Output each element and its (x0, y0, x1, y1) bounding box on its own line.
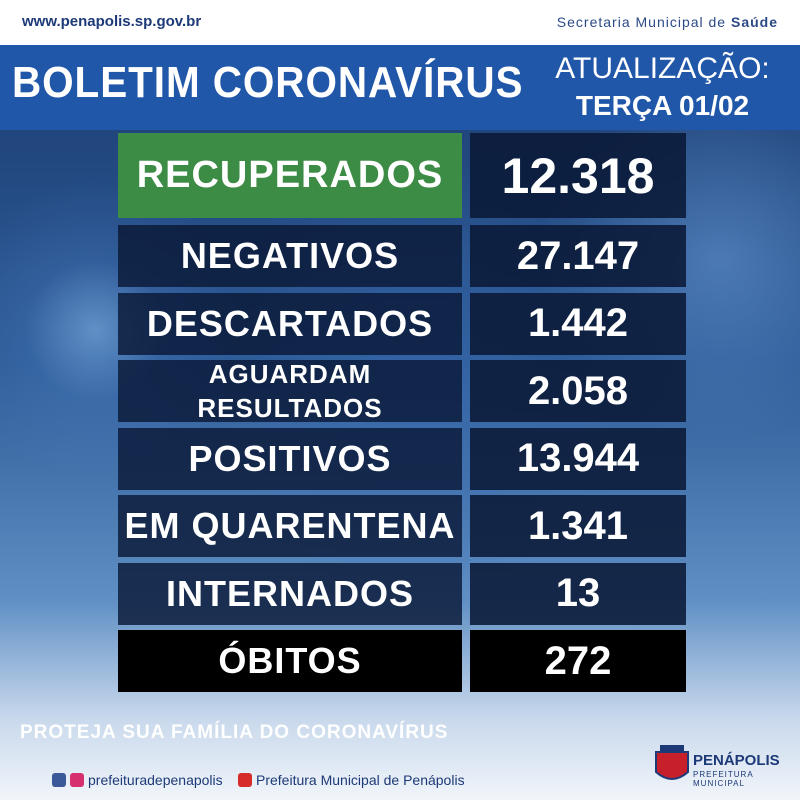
row-label: NEGATIVOS (118, 225, 462, 287)
row-value-text: 272 (544, 638, 612, 683)
row-label: POSITIVOS (118, 427, 462, 490)
youtube-channel: Prefeitura Municipal de Penápolis (256, 772, 465, 788)
row-label-text: AGUARDAM RESULTADOS (197, 359, 383, 423)
row-label: ÓBITOS (118, 630, 462, 692)
logo-name: PENÁPOLIS (693, 752, 780, 769)
row-label-text: NEGATIVOS (180, 235, 400, 276)
row-value: 13.944 (470, 427, 686, 490)
row-label-text: INTERNADOS (165, 572, 414, 614)
crest (655, 751, 689, 780)
row-value: 1.442 (470, 292, 686, 355)
department-text: Secretaria Municipal de (556, 14, 727, 30)
row-label: AGUARDAM RESULTADOS (118, 359, 462, 423)
department-bold: Saúde (730, 14, 778, 30)
row-label: INTERNADOS (118, 562, 462, 625)
website-url: www.penapolis.sp.gov.br (22, 13, 202, 30)
logo-sub: PREFEITURA MUNICIPAL (693, 770, 754, 788)
row-value: 2.058 (470, 360, 686, 422)
top-bar (0, 0, 800, 45)
row-label: EM QUARENTENA (118, 495, 462, 557)
slogan: PROTEJA SUA FAMÍLIA DO CORONAVÍRUS (20, 722, 449, 743)
youtube-icon (238, 773, 252, 787)
facebook-icon (52, 773, 66, 787)
update-label: ATUALIZAÇÃO: (555, 52, 770, 85)
row-value-text: 1.341 (527, 503, 629, 548)
department: Secretaria Municipal de Saúde (557, 14, 778, 30)
row-value: 13 (470, 562, 686, 625)
crown (660, 745, 684, 752)
row-label-text: DESCARTADOS (146, 302, 434, 344)
row-value: 12.318 (470, 133, 686, 218)
row-label: RECUPERADOS (118, 133, 462, 218)
logo (655, 745, 689, 780)
row-value-text: 2.058 (527, 368, 629, 413)
row-label-text: EM QUARENTENA (124, 505, 456, 546)
update-date: TERÇA 01/02 (575, 90, 750, 121)
social: prefeituradepenapolis (52, 772, 223, 788)
row-value-text: 13.944 (516, 436, 640, 480)
row-label-text: RECUPERADOS (136, 154, 444, 196)
row-value-text: 27.147 (516, 233, 640, 278)
row-label-text: ÓBITOS (218, 640, 362, 681)
title: BOLETIM CORONAVÍRUS (12, 58, 524, 107)
row-value-text: 12.318 (501, 147, 655, 204)
social-handle: prefeituradepenapolis (88, 772, 223, 788)
row-label-text: POSITIVOS (188, 437, 392, 479)
banner (0, 45, 800, 130)
row-value-text: 1.442 (527, 301, 629, 345)
row-value: 1.341 (470, 495, 686, 557)
instagram-icon (70, 773, 84, 787)
row-value: 272 (470, 630, 686, 692)
row-value: 27.147 (470, 225, 686, 287)
youtube: Prefeitura Municipal de Penápolis (238, 772, 465, 788)
row-label: DESCARTADOS (118, 292, 462, 355)
row-value-text: 13 (555, 571, 601, 615)
